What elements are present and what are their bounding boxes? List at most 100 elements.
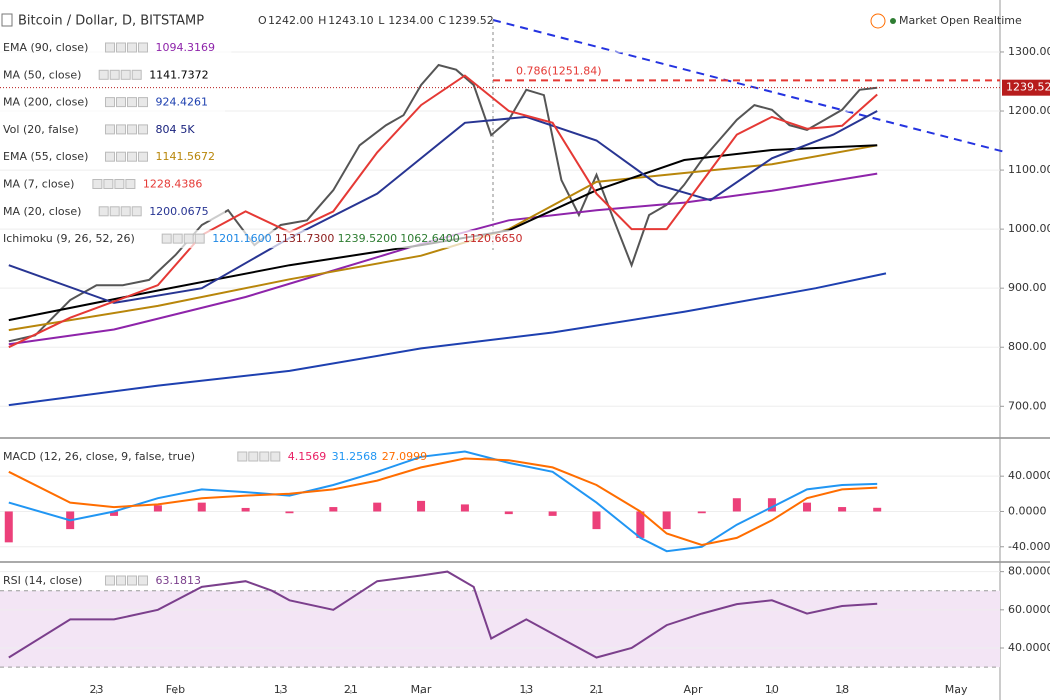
x-tick-label: 13 [274,683,288,696]
indicator-value: 31.2568 [332,450,378,463]
settings-icon [120,69,131,80]
settings-icon [120,206,131,217]
settings-icon [172,233,183,244]
settings-icon [138,124,148,135]
histogram-bar [732,498,741,512]
settings-icon [105,124,115,135]
last-price-box [1002,79,1050,96]
series-line [8,74,878,349]
ohlc-value: 1234.00 [388,14,434,27]
indicator-name: EMA (55, close) [3,150,88,163]
indicator-value: 4.1569 [288,450,327,463]
settings-icon [114,179,125,189]
y-tick-label: 80.0000 [1008,565,1050,578]
indicator-value: 1131.7300 [275,232,335,245]
settings-icon [103,179,114,189]
settings-icon [138,97,148,108]
histogram-bar [329,507,338,512]
indicator-value: 804 [156,123,177,136]
histogram-bar [504,511,513,515]
y-tick-label: 60.0000 [1008,603,1050,616]
legend-bg [0,39,232,57]
histogram-bar [838,507,847,512]
indicator-name: MA (7, close) [3,178,74,191]
y-tick-label: 1300.00 [1008,45,1050,58]
histogram-bar [636,511,645,538]
collapse-icon[interactable] [1,13,13,27]
settings-icon [127,575,137,586]
series-line [8,63,878,343]
settings-icon [105,575,115,586]
x-tick-label: 23 [89,683,103,696]
histogram-bar [110,511,119,516]
y-tick-label: 900.00 [1008,281,1047,294]
ohlc-key: H [318,14,326,27]
settings-icon [116,42,126,53]
status-dot [890,18,896,24]
histogram-bar [285,511,294,514]
settings-icon [127,124,137,135]
y-tick-label: 40.0000 [1008,641,1050,654]
y-tick-label: 1100.00 [1008,163,1050,176]
fib-label: 0.786(1251.84) [516,64,602,77]
series-line [8,110,878,304]
settings-icon [116,151,126,162]
indicator-name: Ichimoku (9, 26, 52, 26) [3,232,135,245]
ohlc-value: 1239.52 [448,14,494,27]
settings-icon [161,233,172,244]
indicator-name: MA (50, close) [3,68,81,81]
x-tick-label: 10 [765,683,779,696]
settings-icon [131,69,142,80]
legend-bg [0,230,539,249]
alert-icon[interactable] [870,13,886,29]
histogram-bar [4,511,13,543]
y-tick-label: 1000.00 [1008,222,1050,235]
series-line [8,450,878,553]
indicator-value: 1200.0675 [149,205,209,218]
indicator-value: 1228.4386 [143,178,203,191]
histogram-bar [373,502,382,512]
histogram-bar [592,511,601,530]
settings-icon [109,206,120,217]
x-tick-label: Mar [411,683,432,696]
indicator-value: 5K [180,123,195,136]
indicator-value: 1141.7372 [149,68,209,81]
series-line [8,570,878,659]
x-tick-label: 21 [344,683,358,696]
indicator-name: MACD (12, 26, close, 9, false, true) [3,450,195,463]
market-status: Market Open Realtime [899,14,1022,27]
histogram-bar [873,507,882,512]
settings-icon [127,151,137,162]
series-line [8,272,887,407]
y-tick-label: 0.0000 [1008,504,1047,517]
settings-icon [92,179,103,189]
indicator-name: RSI (14, close) [3,574,82,587]
y-tick-label: -40.0000 [1008,540,1050,553]
settings-icon [237,451,248,462]
histogram-bar [153,505,162,512]
settings-icon [105,42,115,53]
settings-icon [98,206,109,217]
settings-icon [194,233,205,244]
y-tick-label: 800.00 [1008,340,1047,353]
settings-icon [109,69,120,80]
last-price-label: 1239.52 [1006,81,1050,94]
settings-icon [98,69,109,80]
x-tick-label: Feb [166,683,185,696]
ohlc-key: L [378,14,385,27]
x-tick-label: 13 [519,683,533,696]
y-tick-label: 40.0000 [1008,469,1050,482]
y-tick-label: 700.00 [1008,399,1047,412]
settings-icon [183,233,194,244]
rsi-band [0,590,1000,668]
settings-icon [125,179,136,189]
x-tick-label: Apr [683,683,703,696]
indicator-value: 1201.1600 [212,232,272,245]
settings-icon [131,206,142,217]
settings-icon [105,151,115,162]
x-tick-label: 18 [835,683,849,696]
indicator-value: 63.1813 [156,574,202,587]
settings-icon [105,97,115,108]
indicator-value: 1062.6400 [400,232,460,245]
indicator-value: 1120.6650 [463,232,523,245]
